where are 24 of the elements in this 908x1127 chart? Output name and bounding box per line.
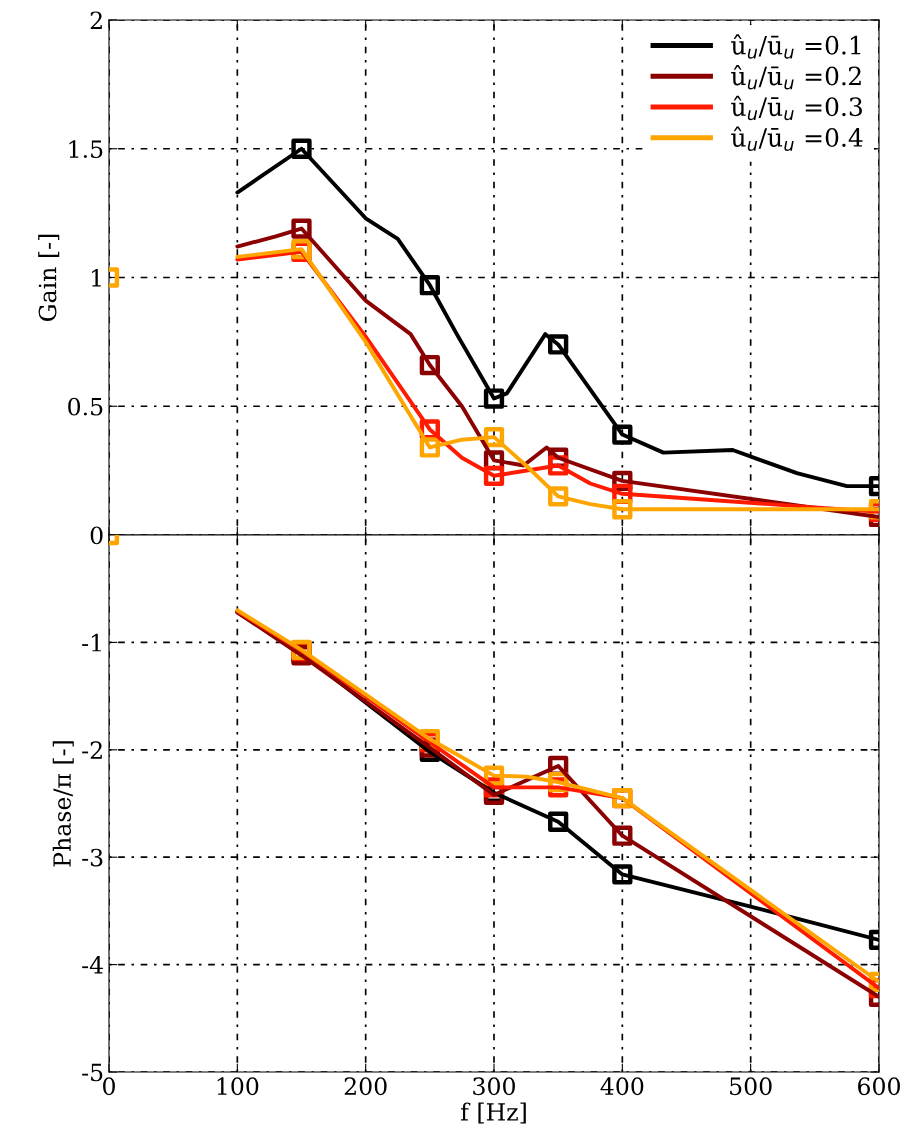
x-axis-title: f [Hz]	[461, 1102, 526, 1124]
legend-label: û$_{u}$/ū$_{u}$ =0.2	[731, 65, 861, 90]
x-tick-label: 200	[344, 1077, 387, 1096]
y-tick-label: 0	[90, 526, 103, 545]
legend-label: û$_{u}$/ū$_{u}$ =0.1	[731, 34, 861, 59]
y-tick-label: 2	[90, 11, 102, 29]
y-tick-label: -1	[82, 633, 101, 652]
y-tick-label: 0.5	[68, 397, 103, 416]
y-tick-label: -5	[82, 1063, 103, 1082]
y-tick-label: -2	[82, 741, 102, 759]
y-tick-label: 1	[92, 268, 101, 287]
x-tick-label: 0	[103, 1077, 115, 1096]
legend-label: û$_{u}$/ū$_{u}$ =0.3	[731, 95, 862, 121]
y-axis-title: Gain [-]	[38, 234, 60, 321]
legend-label: û$_{u}$/ū$_{u}$ =0.4	[731, 126, 863, 151]
x-tick-label: 500	[730, 1077, 772, 1096]
x-tick-label: 100	[217, 1077, 259, 1096]
x-tick-label: 600	[858, 1077, 900, 1096]
y-tick-label: -4	[82, 956, 103, 974]
x-tick-label: 300	[473, 1077, 515, 1096]
y-tick-label: -3	[82, 848, 103, 867]
x-tick-label: 400	[600, 1077, 644, 1096]
y-tick-label: 1.5	[69, 140, 103, 159]
y-axis-title: Phase/π [-]	[52, 741, 74, 867]
